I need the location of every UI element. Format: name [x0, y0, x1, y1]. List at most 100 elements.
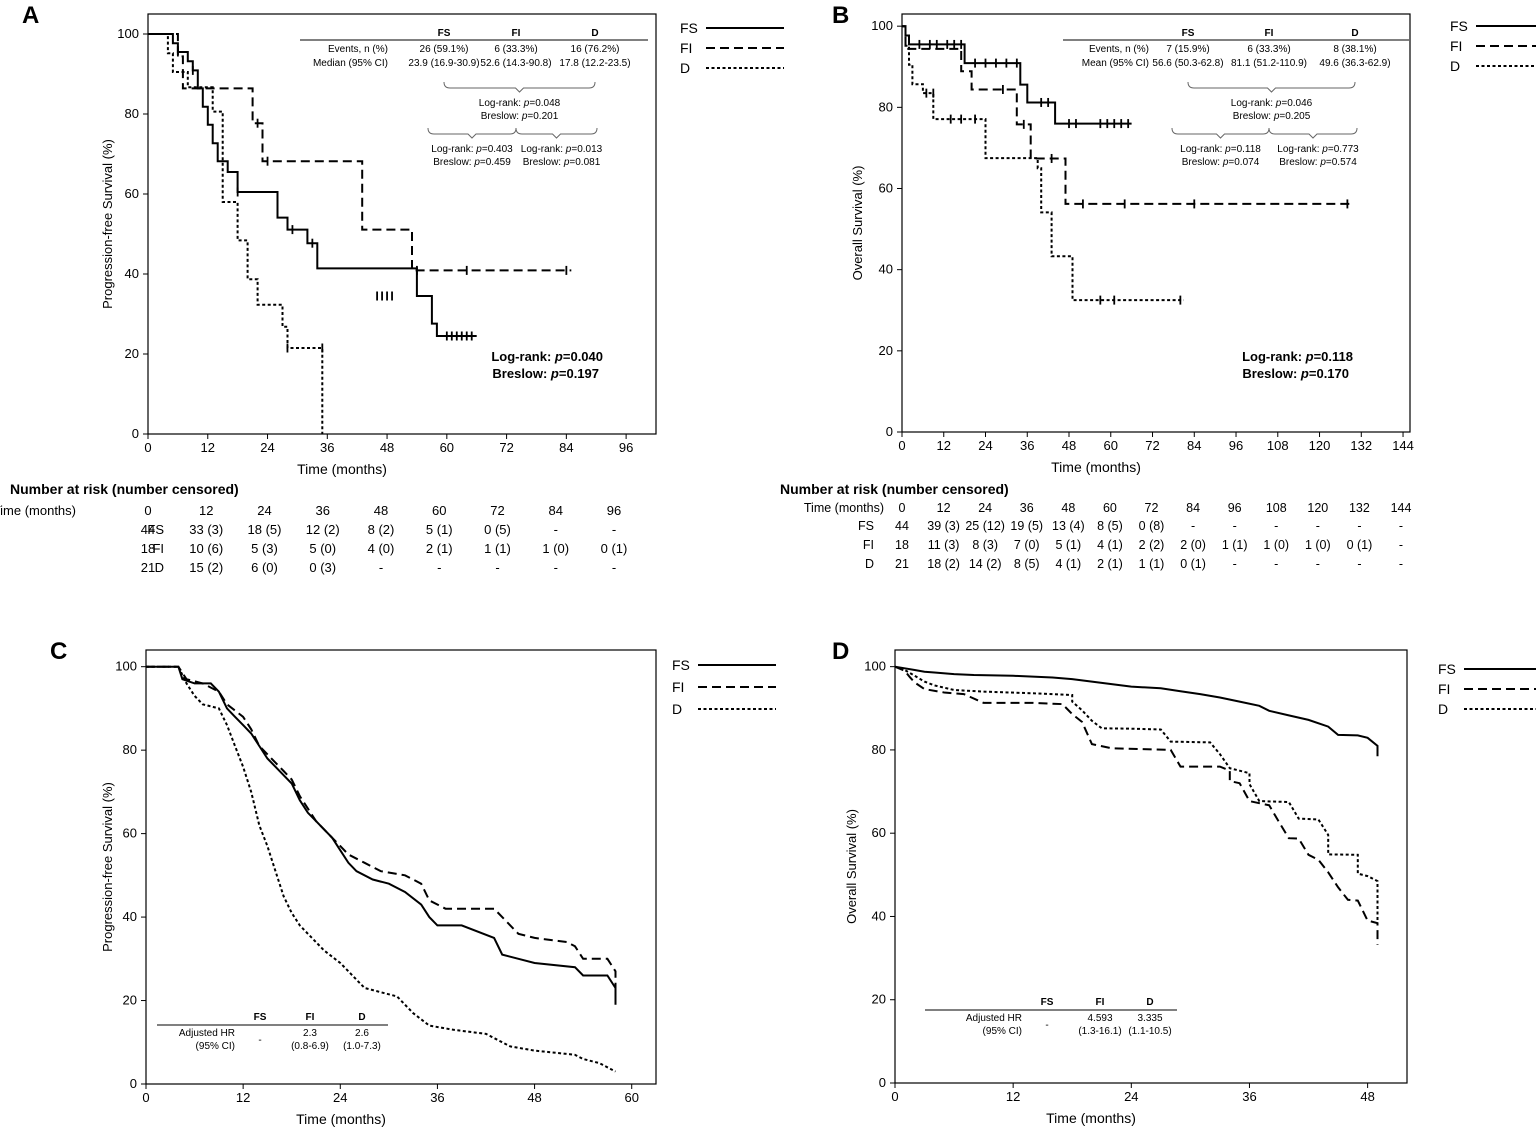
risk-cell: 4 (1) — [1097, 538, 1123, 552]
risk-time-value: 48 — [1061, 501, 1075, 515]
comparison-bracket — [1171, 127, 1270, 139]
risk-time-value: 84 — [549, 503, 563, 518]
y-tick-label: 0 — [886, 424, 893, 439]
hr-row-label-ci: (95% CI) — [196, 1041, 235, 1052]
y-tick-label: 20 — [125, 346, 139, 361]
risk-cell: 14 (2) — [969, 557, 1002, 571]
legend-label-fs: FS — [1438, 661, 1456, 677]
hr-value: 2.3 — [303, 1028, 317, 1039]
risk-cell: 0 (5) — [484, 522, 511, 537]
risk-cell: 11 (3) — [928, 538, 960, 552]
table-row-label: Mean (95% CI) — [1082, 58, 1149, 69]
risk-time-value: 0 — [899, 501, 906, 515]
x-axis-label: Time (months) — [297, 461, 387, 477]
plot-frame — [894, 649, 1408, 1084]
x-tick-label: 72 — [1145, 438, 1159, 453]
legend-label-fi: FI — [1450, 38, 1462, 54]
table-cell: 56.6 (50.3-62.8) — [1152, 58, 1223, 69]
right-test-logrank: Log-rank: p=0.013 — [521, 144, 603, 155]
risk-cell: 7 (0) — [1014, 538, 1040, 552]
x-tick-label: 48 — [1062, 438, 1076, 453]
y-tick-label: 100 — [864, 659, 886, 674]
risk-cell: - — [1233, 557, 1237, 571]
top-test-breslow: Breslow: p=0.201 — [481, 111, 559, 122]
series-line-fs — [148, 33, 477, 337]
comparison-bracket — [1268, 127, 1358, 139]
risk-row-label: D — [865, 557, 874, 571]
table-cell: 6 (33.3%) — [1247, 44, 1290, 55]
right-test-breslow: Breslow: p=0.574 — [1279, 157, 1357, 168]
risk-time-value: 0 — [144, 503, 151, 518]
x-tick-label: 132 — [1350, 438, 1372, 453]
panel-d-letter: D — [832, 638, 850, 665]
top-test-logrank: Log-rank: p=0.048 — [479, 98, 561, 109]
x-tick-label: 36 — [1020, 438, 1034, 453]
risk-cell: - — [1357, 519, 1361, 533]
y-tick-label: 20 — [123, 993, 137, 1008]
panel-c: 0 12 24 36 48 60 0 20 40 60 80 100 Time (months) Prog… — [100, 649, 776, 1127]
series-line-fs — [894, 665, 1379, 757]
risk-cell: 1 (0) — [542, 541, 569, 556]
x-tick-label: 36 — [320, 440, 334, 455]
right-test-logrank: Log-rank: p=0.773 — [1277, 144, 1359, 155]
hr-col-header: FS — [1041, 997, 1054, 1008]
risk-cell: 0 (1) — [1180, 557, 1206, 571]
comparison-bracket — [443, 81, 596, 93]
risk-cell: 0 (1) — [601, 541, 628, 556]
right-test-breslow: Breslow: p=0.081 — [523, 157, 601, 168]
x-tick-label: 144 — [1392, 438, 1414, 453]
hr-value: 3.335 — [1137, 1013, 1162, 1024]
x-tick-label: 12 — [1006, 1089, 1020, 1104]
risk-row-label: D — [155, 560, 164, 575]
risk-time-value: 144 — [1391, 501, 1412, 515]
comparison-bracket — [427, 127, 517, 139]
risk-cell: 1 (0) — [1305, 538, 1331, 552]
risk-cell: 13 (4) — [1052, 519, 1085, 533]
table-cell: 16 (76.2%) — [571, 44, 620, 55]
risk-cell: 5 (1) — [426, 522, 453, 537]
risk-cell: 0 (3) — [309, 560, 336, 575]
x-tick-label: 0 — [144, 440, 151, 455]
risk-cell: - — [1274, 519, 1278, 533]
x-tick-label: 60 — [624, 1090, 638, 1105]
risk-cell: 6 (0) — [251, 560, 278, 575]
x-tick-label: 60 — [1104, 438, 1118, 453]
risk-cell: 18 (5) — [248, 522, 282, 537]
legend-label-fi: FI — [1438, 681, 1450, 697]
y-tick-label: 60 — [872, 825, 886, 840]
x-axis-label: Time (months) — [1046, 1110, 1136, 1126]
risk-time-value: 132 — [1349, 501, 1370, 515]
risk-time-value: 24 — [978, 501, 992, 515]
risk-cell: 0 (8) — [1139, 519, 1165, 533]
risk-cell: 21 — [895, 557, 909, 571]
risk-time-value: 60 — [432, 503, 446, 518]
risk-cell: 12 (2) — [306, 522, 340, 537]
hr-value: 4.593 — [1087, 1013, 1112, 1024]
x-tick-label: 12 — [236, 1090, 250, 1105]
x-tick-label: 24 — [260, 440, 274, 455]
y-tick-label: 40 — [872, 908, 886, 923]
risk-cell: 44 — [895, 519, 909, 533]
table-col-header: FS — [438, 28, 451, 39]
risk-cell: 21 — [141, 560, 155, 575]
legend-label-fi: FI — [680, 40, 692, 56]
x-tick-label: 108 — [1267, 438, 1289, 453]
risk-cell: 10 (6) — [189, 541, 223, 556]
x-tick-label: 96 — [619, 440, 633, 455]
x-tick-label: 84 — [559, 440, 573, 455]
risk-cell: 39 (3) — [927, 519, 960, 533]
risk-time-value: 36 — [1020, 501, 1034, 515]
hr-value: - — [1045, 1020, 1048, 1031]
risk-cell: - — [437, 560, 441, 575]
panel-b: 0 12 24 36 48 60 72 84 96 108 120 132 14402040608010… — [780, 13, 1536, 571]
risk-cell: 8 (2) — [368, 522, 395, 537]
legend-label-d: D — [1450, 58, 1460, 74]
risk-time-value: 72 — [490, 503, 504, 518]
y-axis-label: Progression-free Survival (%) — [100, 782, 115, 952]
y-axis-label: Overall Survival (%) — [844, 809, 859, 924]
risk-cell: 1 (1) — [484, 541, 511, 556]
table-row-label: Events, n (%) — [1089, 44, 1149, 55]
y-axis-label: Overall Survival (%) — [850, 166, 865, 281]
risk-cell: 15 (2) — [189, 560, 223, 575]
